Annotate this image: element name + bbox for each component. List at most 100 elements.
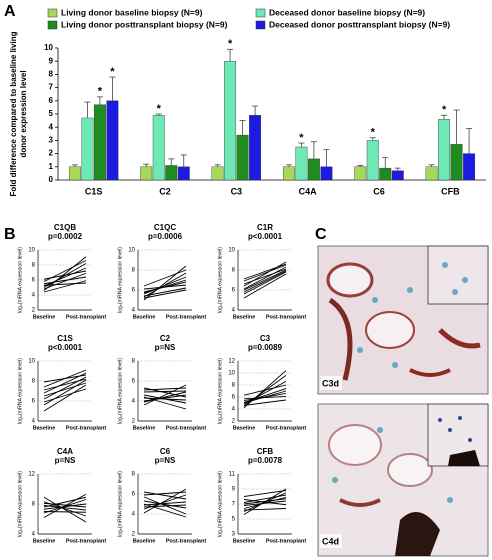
bar xyxy=(379,167,392,181)
subplot-title: C1QC xyxy=(154,223,176,232)
patient-line xyxy=(143,503,187,518)
subplot-subtitle: p=0.0089 xyxy=(248,343,283,352)
error-bar xyxy=(239,120,246,136)
x-tick-label: Post-transplant xyxy=(266,425,307,431)
subplot-subtitle: p=0.0078 xyxy=(248,456,283,465)
error-bar xyxy=(143,163,150,167)
patient-line xyxy=(43,256,87,291)
image-label: C4d xyxy=(322,536,339,546)
error-bar xyxy=(180,154,187,167)
y-tick-label: 6 xyxy=(132,288,136,294)
error-bar xyxy=(298,142,305,147)
y-tick-label: 4 xyxy=(132,399,136,405)
y-tick-label: 6 xyxy=(49,96,54,105)
bar xyxy=(354,166,367,181)
patient-line xyxy=(243,390,287,404)
subplot-subtitle: p=0.0006 xyxy=(148,232,183,241)
subplot-subtitle: p=NS xyxy=(155,343,176,352)
patient-line xyxy=(243,399,287,406)
y-tick-label: 4 xyxy=(132,512,136,518)
x-tick-label: Baseline xyxy=(33,538,56,544)
bar xyxy=(152,115,165,181)
legend-swatch xyxy=(255,8,266,18)
subplot-subtitle: p=NS xyxy=(55,456,76,465)
y-tick-label: 5 xyxy=(49,109,54,118)
patient-line xyxy=(243,388,287,403)
bar xyxy=(307,158,320,181)
legend-label: Living donor baseline biopsy (N=9) xyxy=(61,7,203,17)
patient-line xyxy=(43,272,87,290)
x-tick-label: C3 xyxy=(231,186,243,196)
y-tick-label: 12 xyxy=(228,359,235,365)
micrograph: C3d xyxy=(317,245,489,395)
y-tick-label: 6 xyxy=(132,379,136,385)
bar xyxy=(93,104,106,181)
bar xyxy=(425,166,438,181)
bar xyxy=(366,140,379,181)
error-bar xyxy=(285,164,292,167)
y-axis-label: donor expression level xyxy=(19,70,28,157)
x-tick-label: Baseline xyxy=(33,314,56,320)
y-axis-label: log₂(mRNA expression level) xyxy=(17,247,23,313)
error-bar xyxy=(155,113,162,116)
error-bar xyxy=(96,96,103,105)
error-bar xyxy=(323,149,330,167)
patient-line xyxy=(243,269,287,291)
y-tick-label: 8 xyxy=(32,263,36,269)
error-bar xyxy=(441,114,448,120)
error-bar xyxy=(394,167,401,171)
y-axis-label: log₂(mRNA expression level) xyxy=(117,247,123,313)
patient-line xyxy=(143,500,187,509)
bar xyxy=(106,100,119,181)
y-tick-label: 8 xyxy=(32,379,36,385)
patient-line xyxy=(43,505,87,511)
bar xyxy=(282,166,295,181)
significance-marker: * xyxy=(157,103,162,115)
y-tick-label: 3 xyxy=(49,136,54,145)
legend-swatch xyxy=(47,8,58,18)
patient-line xyxy=(243,500,287,506)
error-bar xyxy=(227,48,234,62)
subplot-subtitle: p=0.0002 xyxy=(48,232,83,241)
significance-marker: * xyxy=(98,86,103,98)
bar xyxy=(295,146,308,181)
patient-line xyxy=(243,261,287,287)
subplot-title: C2 xyxy=(160,334,171,343)
x-tick-label: Post-transplant xyxy=(66,538,107,544)
legend-swatch xyxy=(47,20,58,30)
y-tick-label: 6 xyxy=(32,278,36,284)
y-axis-label: log₂(mRNA expression level) xyxy=(217,247,223,313)
x-tick-label: Baseline xyxy=(33,425,56,431)
significance-marker: * xyxy=(371,127,376,139)
patient-line xyxy=(143,491,187,496)
patient-line xyxy=(43,503,87,510)
patient-line xyxy=(243,494,287,503)
y-tick-label: 6 xyxy=(32,399,36,405)
x-tick-label: Post-transplant xyxy=(166,314,207,320)
y-tick-label: 9 xyxy=(232,487,236,493)
subplot-title: CFB xyxy=(257,447,274,456)
patient-line xyxy=(143,488,187,514)
y-tick-label: 2 xyxy=(49,149,54,158)
y-axis-label: log₂(mRNA expression level) xyxy=(17,471,23,537)
bar xyxy=(249,115,262,181)
patient-line xyxy=(243,490,287,497)
y-tick-label: 10 xyxy=(128,248,135,254)
x-tick-label: Baseline xyxy=(133,425,156,431)
error-bar xyxy=(466,128,473,154)
patient-line xyxy=(43,260,87,282)
patient-line xyxy=(143,269,187,287)
bar xyxy=(140,166,153,181)
x-tick-label: Post-transplant xyxy=(266,314,307,320)
patient-line xyxy=(143,501,187,506)
subplot-title: C4A xyxy=(57,447,73,456)
x-tick-label: Post-transplant xyxy=(66,425,107,431)
patient-line xyxy=(243,271,287,295)
patient-line xyxy=(143,396,187,410)
error-bar xyxy=(382,157,389,169)
patient-line xyxy=(43,280,87,293)
patient-line xyxy=(243,263,287,280)
y-tick-label: 5 xyxy=(232,517,236,523)
patient-line xyxy=(43,511,87,513)
micrograph: C4d xyxy=(317,403,489,557)
